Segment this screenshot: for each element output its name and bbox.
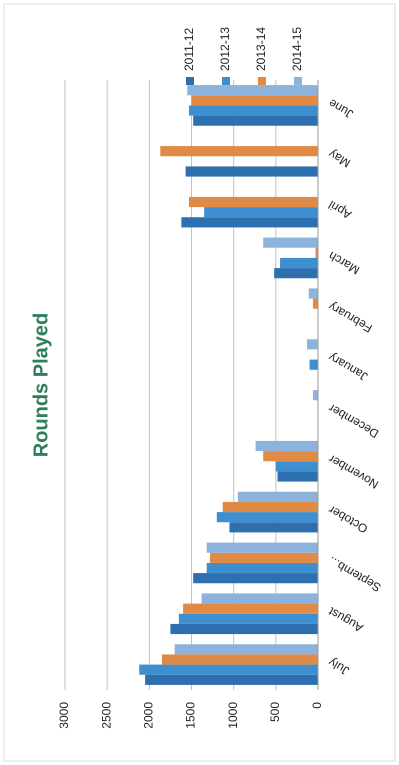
bar bbox=[191, 95, 318, 106]
bar bbox=[255, 440, 319, 452]
bar bbox=[309, 359, 319, 370]
legend-swatch bbox=[258, 77, 266, 85]
x-tick-label: November bbox=[326, 452, 381, 492]
bar bbox=[275, 461, 319, 472]
bar bbox=[210, 552, 318, 563]
bar bbox=[160, 146, 318, 157]
x-tick-label: August bbox=[326, 604, 366, 635]
legend-swatch bbox=[222, 77, 230, 85]
legend-label: 2014-15 bbox=[290, 27, 304, 71]
bar bbox=[139, 664, 318, 675]
bar bbox=[307, 339, 318, 350]
bar bbox=[145, 674, 318, 685]
bar bbox=[206, 562, 318, 574]
bar bbox=[312, 390, 319, 401]
legend-swatch bbox=[186, 77, 194, 85]
bar bbox=[312, 298, 319, 309]
y-tick-label: 2500 bbox=[99, 702, 113, 729]
bar bbox=[204, 207, 318, 218]
chart-title: Rounds Played bbox=[30, 313, 52, 457]
bar bbox=[201, 593, 318, 604]
x-tick-label: January bbox=[326, 350, 370, 383]
x-tick-label: October bbox=[326, 503, 370, 536]
y-tick-label: 0 bbox=[310, 702, 324, 709]
bar bbox=[193, 115, 318, 126]
bar bbox=[274, 268, 318, 279]
legend-swatch bbox=[294, 77, 302, 85]
bar bbox=[308, 288, 318, 299]
bar bbox=[315, 247, 319, 258]
bar bbox=[183, 603, 318, 614]
bar bbox=[229, 522, 318, 533]
x-tick-label: Septemb... bbox=[326, 554, 383, 595]
y-tick-label: 2000 bbox=[142, 702, 156, 729]
x-tick-label: May bbox=[326, 147, 353, 170]
x-tick-label: February bbox=[326, 299, 375, 335]
bar bbox=[277, 471, 318, 482]
x-tick-label: July bbox=[326, 655, 351, 678]
x-tick-label: December bbox=[326, 401, 381, 441]
bar bbox=[280, 257, 318, 269]
bar bbox=[193, 573, 318, 584]
legend-label: 2011-12 bbox=[182, 28, 196, 71]
y-tick-label: 1000 bbox=[226, 702, 240, 729]
chart-frame bbox=[3, 3, 396, 762]
bar bbox=[263, 451, 318, 462]
bar bbox=[188, 196, 318, 208]
bar bbox=[174, 644, 318, 655]
x-tick-label: June bbox=[326, 96, 356, 121]
bar bbox=[170, 623, 318, 635]
x-tick-label: April bbox=[326, 198, 354, 222]
rotated-chart: Rounds Played 0 500 1000 1500 2000 2500 3000 Ju… bbox=[30, 27, 383, 729]
y-tick-label: 1500 bbox=[184, 702, 198, 729]
bar bbox=[216, 512, 318, 523]
bar bbox=[187, 85, 318, 96]
bar bbox=[237, 491, 318, 502]
bar bbox=[206, 542, 318, 553]
bar bbox=[263, 237, 318, 248]
bar bbox=[161, 654, 318, 665]
bar bbox=[188, 105, 318, 116]
y-tick-label: 3000 bbox=[57, 702, 71, 729]
y-tick-label: 500 bbox=[268, 702, 282, 722]
bar bbox=[222, 501, 319, 513]
legend-label: 2013-14 bbox=[254, 27, 268, 71]
bar bbox=[185, 166, 318, 177]
bar bbox=[178, 613, 318, 624]
legend-label: 2012-13 bbox=[218, 27, 232, 71]
bar bbox=[181, 217, 318, 228]
x-tick-label: March bbox=[326, 249, 362, 278]
